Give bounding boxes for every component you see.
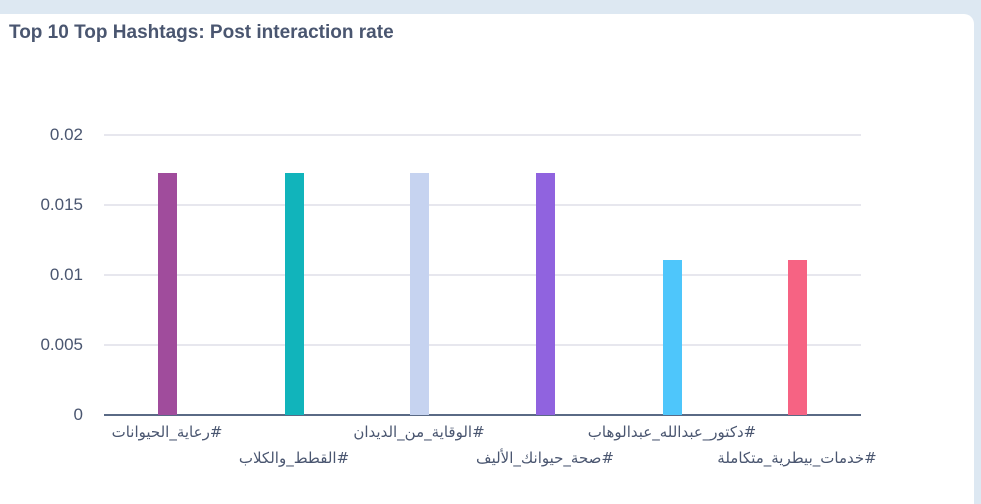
bar[interactable] — [787, 259, 807, 415]
x-tick-label: #صحة_حيوانك_الأليف — [476, 449, 614, 467]
x-tick-label: #دكتور_عبدالله_عبدالوهاب — [587, 423, 757, 441]
bar[interactable] — [535, 172, 555, 415]
chart-title: Top 10 Top Hashtags: Post interaction ra… — [9, 22, 394, 43]
gridline — [104, 274, 861, 276]
y-tick-label: 0.005 — [40, 335, 83, 354]
x-tick-label: #خدمات_بيطرية_متكاملة — [717, 449, 877, 467]
x-axis-line — [104, 414, 861, 416]
gridline — [104, 204, 861, 206]
gridline — [104, 344, 861, 346]
bar[interactable] — [284, 172, 304, 415]
bar[interactable] — [409, 172, 429, 415]
bar[interactable] — [157, 172, 177, 415]
x-tick-label: #الوقاية_من_الديدان — [353, 423, 485, 441]
y-tick-label: 0 — [73, 405, 83, 424]
y-tick-label: 0.015 — [40, 195, 83, 214]
bar[interactable] — [662, 259, 682, 415]
y-tick-label: 0.02 — [49, 125, 83, 144]
x-tick-label: #رعاية_الحيوانات — [111, 423, 223, 441]
bar-chart: 0.02 0.015 0.01 0.005 0 #رعاية_الحيوانات #القط… — [40, 125, 877, 467]
gridline — [104, 134, 861, 136]
y-tick-label: 0.01 — [49, 265, 83, 284]
x-tick-label: #القطط_والكلاب — [238, 449, 350, 467]
